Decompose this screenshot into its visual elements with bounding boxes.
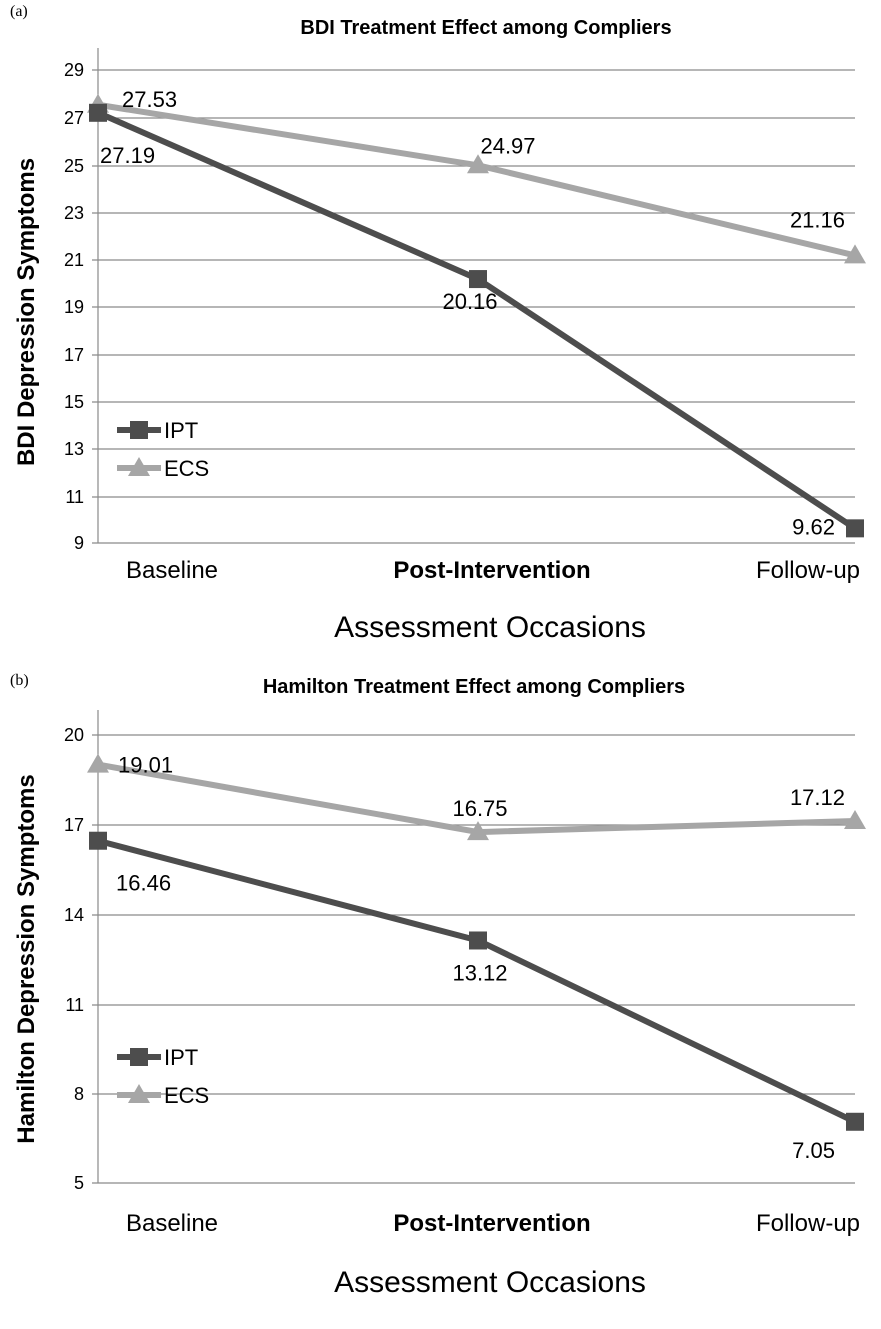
x-tick-label: Post-Intervention — [393, 1210, 590, 1237]
series-line-ecs — [97, 101, 856, 259]
x-tick-label: Follow-up — [756, 1210, 860, 1237]
y-tick-label: 14 — [64, 905, 84, 925]
data-point-ipt — [89, 831, 107, 850]
legend-label-ecs: ECS — [164, 456, 209, 481]
chart-title: Hamilton Treatment Effect among Complier… — [263, 676, 685, 698]
y-tick-label: 11 — [65, 487, 84, 507]
y-axis-title: Hamilton Depression Symptoms — [13, 774, 40, 1143]
data-point-ecs — [467, 154, 489, 174]
panel-label: (a) — [10, 3, 28, 20]
panel-label: (b) — [10, 672, 29, 689]
legend-marker-ipt — [130, 421, 148, 439]
legend-marker-ecs — [128, 457, 150, 476]
x-axis-title: Assessment Occasions — [334, 1266, 646, 1299]
data-label: 13.12 — [452, 960, 507, 985]
data-point-ecs — [844, 244, 866, 264]
y-tick-label: 21 — [64, 250, 84, 270]
data-label: 20.16 — [442, 289, 497, 314]
x-tick-label: Baseline — [126, 1210, 218, 1237]
y-tick-label: 8 — [74, 1084, 84, 1104]
data-label: 16.75 — [452, 796, 507, 821]
data-label: 27.19 — [100, 143, 155, 168]
y-tick-label: 17 — [64, 345, 84, 365]
legend-marker-ipt — [130, 1048, 148, 1066]
y-tick-label: 9 — [74, 533, 84, 553]
data-label: 21.16 — [790, 207, 845, 232]
data-point-ecs — [467, 821, 489, 841]
y-tick-label: 20 — [64, 725, 84, 745]
y-tick-label: 27 — [64, 108, 84, 128]
y-tick-label: 29 — [64, 60, 84, 80]
data-label: 7.05 — [792, 1138, 835, 1163]
legend-label-ipt: IPT — [164, 418, 198, 443]
x-tick-label: Baseline — [126, 557, 218, 584]
series-line-ipt — [96, 110, 857, 531]
y-tick-label: 25 — [64, 156, 84, 176]
data-point-ipt — [89, 103, 107, 122]
data-label: 17.12 — [790, 785, 845, 810]
data-point-ecs — [844, 810, 866, 830]
data-label: 27.53 — [122, 87, 177, 112]
data-point-ipt — [846, 519, 864, 538]
y-tick-label: 15 — [64, 392, 84, 412]
y-axis-title: BDI Depression Symptoms — [13, 158, 40, 466]
y-tick-label: 5 — [74, 1173, 84, 1193]
y-tick-label: 17 — [64, 815, 84, 835]
y-tick-label: 13 — [64, 439, 84, 459]
data-label: 9.62 — [792, 514, 835, 539]
data-point-ipt — [469, 931, 487, 950]
y-tick-label: 11 — [65, 995, 84, 1015]
data-label: 16.46 — [116, 871, 171, 896]
data-point-ipt — [846, 1112, 864, 1131]
x-tick-label: Post-Intervention — [393, 557, 590, 584]
legend-label-ecs: ECS — [164, 1083, 209, 1108]
data-label: 19.01 — [118, 753, 173, 778]
y-tick-label: 19 — [64, 297, 84, 317]
legend-label-ipt: IPT — [164, 1045, 198, 1070]
x-tick-label: Follow-up — [756, 557, 860, 584]
data-point-ipt — [469, 270, 487, 289]
data-point-ecs — [87, 753, 109, 773]
legend-marker-ecs — [128, 1084, 150, 1103]
chart-title: BDI Treatment Effect among Compliers — [300, 17, 671, 39]
y-tick-label: 23 — [64, 203, 84, 223]
data-label: 24.97 — [480, 133, 535, 158]
x-axis-title: Assessment Occasions — [334, 611, 646, 644]
